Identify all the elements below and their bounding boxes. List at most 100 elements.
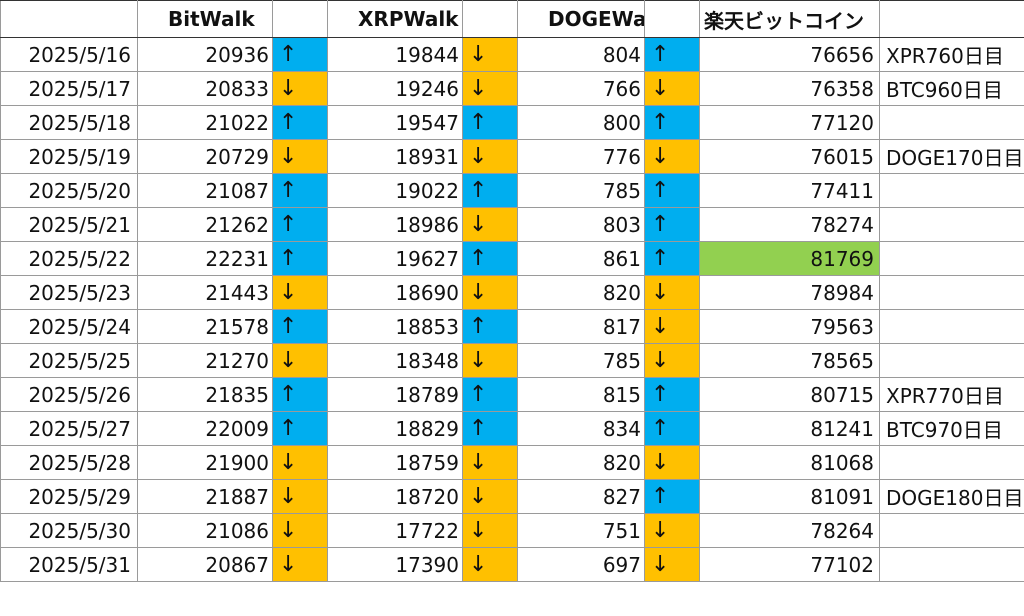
xrpwalk-trend-cell[interactable]: ↑ [462,173,518,208]
bitwalk-value-cell[interactable]: 22009 [137,411,273,446]
xrpwalk-value-cell[interactable]: 18720 [327,479,463,514]
date-cell[interactable]: 2025/5/17 [0,71,138,106]
bitwalk-value-cell[interactable]: 21887 [137,479,273,514]
xrpwalk-value-cell[interactable]: 19844 [327,37,463,72]
dogewalk-value-cell[interactable]: 800 [517,105,645,140]
xrpwalk-value-cell[interactable]: 18853 [327,309,463,344]
bitwalk-value-cell[interactable]: 20729 [137,139,273,174]
header-xrpwalk-arrow[interactable] [462,0,518,38]
bitwalk-value-cell[interactable]: 20936 [137,37,273,72]
bitwalk-trend-cell[interactable]: ↓ [272,343,328,378]
xrpwalk-trend-cell[interactable]: ↓ [462,37,518,72]
dogewalk-trend-cell[interactable]: ↑ [644,479,700,514]
xrpwalk-value-cell[interactable]: 18789 [327,377,463,412]
bitwalk-value-cell[interactable]: 21087 [137,173,273,208]
note-cell[interactable] [879,207,1024,242]
bitwalk-value-cell[interactable]: 20867 [137,547,273,582]
xrpwalk-value-cell[interactable]: 17390 [327,547,463,582]
bitwalk-trend-cell[interactable]: ↑ [272,377,328,412]
bitwalk-trend-cell[interactable]: ↑ [272,105,328,140]
rakuten-value-cell[interactable]: 78264 [699,513,880,548]
note-cell[interactable]: BTC960日目 [879,71,1024,106]
header-date[interactable] [0,0,138,38]
rakuten-value-cell[interactable]: 76015 [699,139,880,174]
note-cell[interactable] [879,173,1024,208]
date-cell[interactable]: 2025/5/27 [0,411,138,446]
date-cell[interactable]: 2025/5/16 [0,37,138,72]
bitwalk-value-cell[interactable]: 21900 [137,445,273,480]
bitwalk-trend-cell[interactable]: ↓ [272,71,328,106]
dogewalk-trend-cell[interactable]: ↑ [644,377,700,412]
rakuten-value-cell[interactable]: 78984 [699,275,880,310]
note-cell[interactable] [879,343,1024,378]
bitwalk-trend-cell[interactable]: ↓ [272,479,328,514]
header-bitwalk-arrow[interactable] [272,0,328,38]
bitwalk-trend-cell[interactable]: ↑ [272,37,328,72]
date-cell[interactable]: 2025/5/24 [0,309,138,344]
xrpwalk-trend-cell[interactable]: ↑ [462,309,518,344]
xrpwalk-trend-cell[interactable]: ↓ [462,547,518,582]
date-cell[interactable]: 2025/5/28 [0,445,138,480]
note-cell[interactable]: XPR770日目 [879,377,1024,412]
note-cell[interactable] [879,309,1024,344]
bitwalk-trend-cell[interactable]: ↓ [272,275,328,310]
note-cell[interactable] [879,241,1024,276]
bitwalk-value-cell[interactable]: 20833 [137,71,273,106]
bitwalk-value-cell[interactable]: 21443 [137,275,273,310]
dogewalk-value-cell[interactable]: 834 [517,411,645,446]
header-note[interactable] [879,0,1024,38]
date-cell[interactable]: 2025/5/18 [0,105,138,140]
bitwalk-value-cell[interactable]: 21835 [137,377,273,412]
dogewalk-value-cell[interactable]: 817 [517,309,645,344]
dogewalk-trend-cell[interactable]: ↓ [644,513,700,548]
rakuten-value-cell[interactable]: 77120 [699,105,880,140]
header-dogewalk-arrow[interactable] [644,0,700,38]
dogewalk-value-cell[interactable]: 861 [517,241,645,276]
xrpwalk-trend-cell[interactable]: ↑ [462,377,518,412]
rakuten-value-cell[interactable]: 80715 [699,377,880,412]
date-cell[interactable]: 2025/5/29 [0,479,138,514]
bitwalk-value-cell[interactable]: 22231 [137,241,273,276]
xrpwalk-value-cell[interactable]: 18690 [327,275,463,310]
header-bitwalk[interactable]: BitWalk [137,0,273,38]
xrpwalk-trend-cell[interactable]: ↓ [462,513,518,548]
note-cell[interactable]: XPR760日目 [879,37,1024,72]
note-cell[interactable]: DOGE170日目 [879,139,1024,174]
note-cell[interactable]: BTC970日目 [879,411,1024,446]
xrpwalk-trend-cell[interactable]: ↓ [462,207,518,242]
note-cell[interactable] [879,513,1024,548]
rakuten-value-cell[interactable]: 81241 [699,411,880,446]
rakuten-value-cell[interactable]: 78274 [699,207,880,242]
xrpwalk-trend-cell[interactable]: ↓ [462,445,518,480]
rakuten-value-cell[interactable]: 77102 [699,547,880,582]
dogewalk-value-cell[interactable]: 815 [517,377,645,412]
date-cell[interactable]: 2025/5/19 [0,139,138,174]
xrpwalk-value-cell[interactable]: 18986 [327,207,463,242]
rakuten-value-cell[interactable]: 76358 [699,71,880,106]
xrpwalk-trend-cell[interactable]: ↑ [462,241,518,276]
dogewalk-trend-cell[interactable]: ↓ [644,343,700,378]
date-cell[interactable]: 2025/5/31 [0,547,138,582]
bitwalk-value-cell[interactable]: 21262 [137,207,273,242]
xrpwalk-trend-cell[interactable]: ↓ [462,343,518,378]
bitwalk-trend-cell[interactable]: ↓ [272,445,328,480]
note-cell[interactable] [879,547,1024,582]
date-cell[interactable]: 2025/5/26 [0,377,138,412]
bitwalk-trend-cell[interactable]: ↓ [272,513,328,548]
note-cell[interactable] [879,105,1024,140]
bitwalk-trend-cell[interactable]: ↑ [272,173,328,208]
xrpwalk-value-cell[interactable]: 19627 [327,241,463,276]
bitwalk-value-cell[interactable]: 21270 [137,343,273,378]
xrpwalk-value-cell[interactable]: 18759 [327,445,463,480]
bitwalk-trend-cell[interactable]: ↓ [272,547,328,582]
dogewalk-trend-cell[interactable]: ↑ [644,173,700,208]
dogewalk-value-cell[interactable]: 785 [517,343,645,378]
dogewalk-value-cell[interactable]: 751 [517,513,645,548]
xrpwalk-value-cell[interactable]: 18931 [327,139,463,174]
dogewalk-value-cell[interactable]: 804 [517,37,645,72]
dogewalk-trend-cell[interactable]: ↓ [644,547,700,582]
date-cell[interactable]: 2025/5/30 [0,513,138,548]
dogewalk-value-cell[interactable]: 803 [517,207,645,242]
xrpwalk-trend-cell[interactable]: ↓ [462,479,518,514]
date-cell[interactable]: 2025/5/20 [0,173,138,208]
